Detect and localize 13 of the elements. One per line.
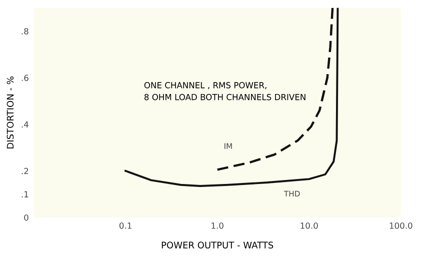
y-tick-label: .1 xyxy=(22,191,28,198)
y-tick-label: .6 xyxy=(22,74,28,82)
y-axis-title: DISTORTION - % xyxy=(6,76,14,148)
x-tick-label: 0.1 xyxy=(119,222,132,229)
annotation: ONE CHANNEL , RMS POWER, 8 OHM LOAD BOTH CHANNELS DRIVEN xyxy=(144,82,306,100)
y-tick-label: .2 xyxy=(22,168,28,174)
y-tick-label: 0 xyxy=(24,214,28,221)
x-tick-label: 10.0 xyxy=(300,222,318,229)
y-tick-label: .8 xyxy=(22,28,28,34)
x-tick-label: 1.0 xyxy=(212,222,224,229)
y-tick-label: .4 xyxy=(22,121,28,128)
x-tick-label: 100.0 xyxy=(390,222,412,229)
x-axis-title: POWER OUTPUT - WATTS xyxy=(162,242,274,248)
